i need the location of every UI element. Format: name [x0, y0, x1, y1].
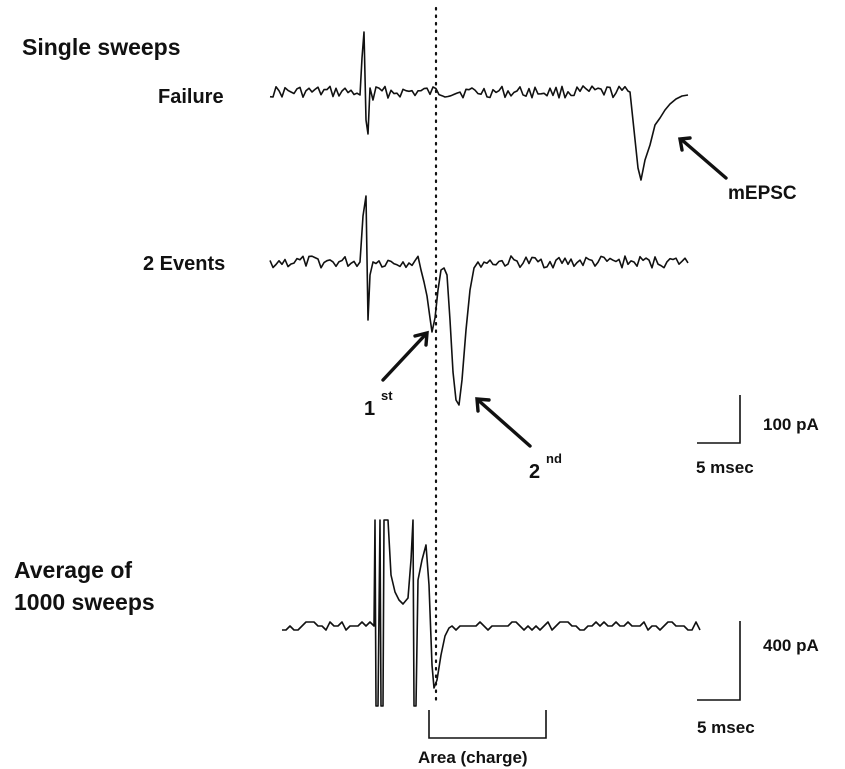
single-sweeps-label: Single sweeps: [22, 34, 181, 60]
scale-bar-bottom-amplitude: 400 pA: [763, 636, 819, 655]
average-trace: [282, 519, 701, 707]
area-bracket: [428, 710, 547, 739]
mepsc-arrow: [680, 138, 728, 180]
average-label-line1: Average of: [14, 557, 132, 583]
failure-trace: [269, 31, 689, 181]
area-label: Area (charge): [418, 748, 528, 767]
two-events-label: 2 Events: [143, 253, 225, 275]
first-event-superscript: st: [381, 388, 393, 403]
scale-bar-bottom: [697, 621, 741, 701]
second-event-number: 2: [529, 461, 540, 483]
mepsc-arrow-head: [677, 136, 692, 152]
failure-label: Failure: [158, 86, 224, 108]
second-event-arrow: [476, 398, 532, 448]
scale-bar-top-amplitude: 100 pA: [763, 415, 819, 434]
mepsc-label: mEPSC: [728, 183, 797, 204]
scale-bar-bottom-time: 5 msec: [697, 718, 755, 737]
first-event-arrow: [381, 332, 428, 382]
second-event-arrow-head: [475, 397, 491, 413]
average-label-line2: 1000 sweeps: [14, 589, 155, 615]
scale-bar-top: [697, 395, 741, 444]
first-event-number: 1: [364, 398, 375, 420]
scale-bar-top-time: 5 msec: [696, 458, 754, 477]
first-event-arrow-head: [413, 330, 429, 347]
second-event-superscript: nd: [546, 451, 562, 466]
two-events-trace: [269, 195, 689, 406]
